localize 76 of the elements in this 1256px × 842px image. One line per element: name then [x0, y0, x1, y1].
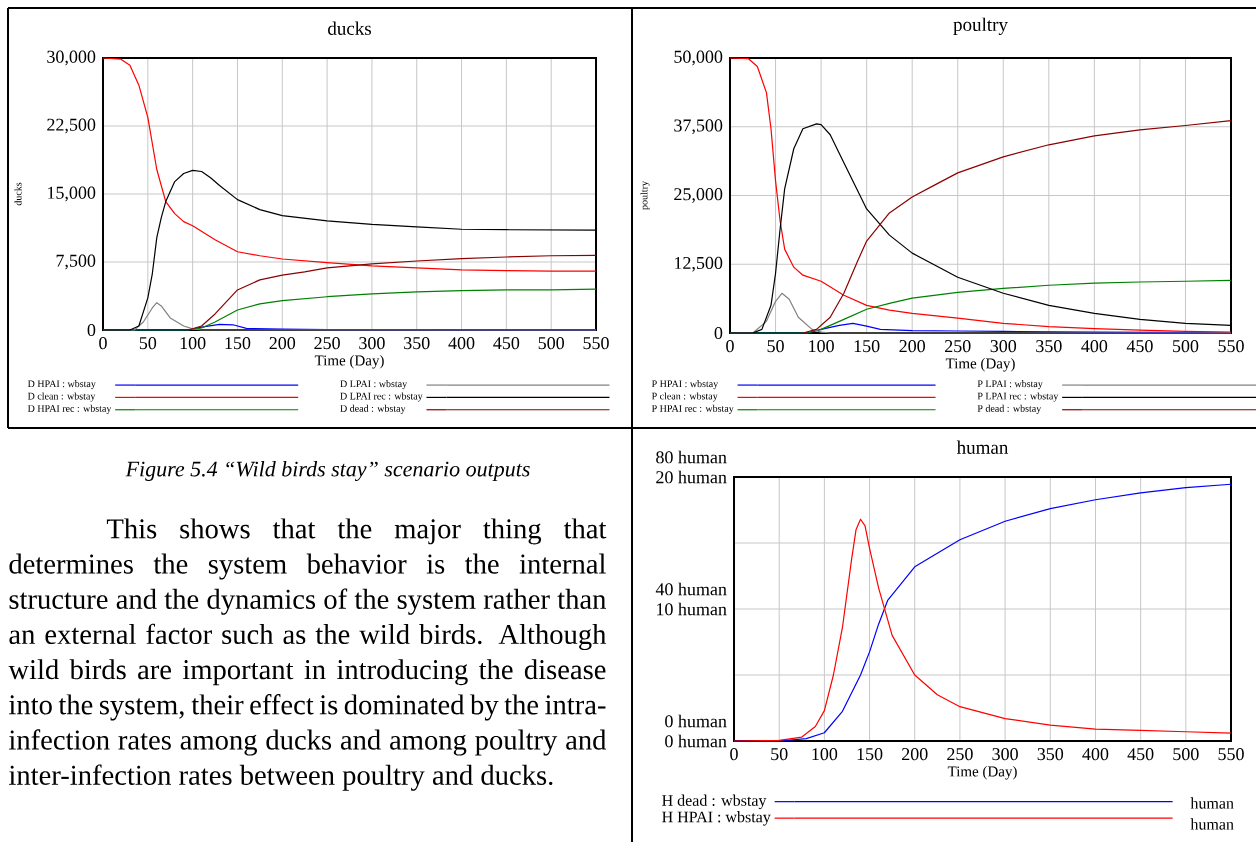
y2-tick-label: 20 human	[656, 470, 727, 484]
text: human	[1190, 797, 1234, 809]
x-tick-label: 150	[857, 748, 883, 761]
chart-title: human	[956, 440, 1009, 454]
y-tick-label: 7,500	[56, 254, 96, 270]
x-tick-label: 500	[1173, 748, 1199, 761]
x-axis-title: Time (Day)	[947, 765, 1017, 780]
legend-label: D HPAI rec : wbstay	[27, 404, 112, 414]
y-tick-label: 40 human	[655, 582, 727, 596]
x-tick-label: 500	[538, 337, 564, 350]
x-axis-title: Time (Day)	[945, 357, 1015, 372]
x-tick-label: 550	[583, 337, 609, 350]
x-tick-label: 350	[1036, 340, 1062, 353]
x-tick-label: 250	[314, 337, 340, 350]
x-tick-label: 500	[1172, 340, 1199, 353]
y-tick-label: 30,000	[47, 50, 96, 66]
x-tick-label: 150	[225, 337, 251, 350]
y-tick-label: 80 human	[656, 450, 727, 464]
x-tick-label: 150	[854, 340, 880, 353]
x-tick-label: 300	[990, 340, 1017, 353]
legend-label: P dead : wbstay	[977, 404, 1042, 414]
x-tick-label: 100	[812, 748, 838, 761]
x-tick-label: 350	[1037, 748, 1064, 761]
y-tick-label: 0	[87, 323, 96, 337]
x-tick-label: 300	[992, 748, 1018, 761]
x-tick-label: 400	[1081, 340, 1108, 353]
x-tick-label: 50	[771, 748, 788, 761]
y-tick-label: 37,500	[674, 119, 723, 135]
legend-label: D LPAI : wbstay	[340, 380, 408, 390]
x-tick-label: 50	[767, 340, 784, 353]
legend-label: D dead : wbstay	[340, 404, 406, 414]
y-tick-label: 0 human	[665, 714, 727, 728]
chart-title: ducks	[328, 21, 371, 35]
x-tick-label: 100	[180, 337, 206, 350]
legend-label: D clean : wbstay	[27, 392, 96, 402]
legend-label: P LPAI : wbstay	[977, 380, 1043, 390]
x-tick-label: 350	[404, 337, 430, 350]
y-tick-label: 12,500	[675, 256, 723, 272]
x-tick-label: 450	[1126, 340, 1153, 353]
x-tick-label: 450	[1127, 748, 1154, 761]
x-tick-label: 550	[1218, 340, 1244, 353]
x-tick-label: 550	[1218, 748, 1244, 761]
x-axis-title: Time (Day)	[314, 354, 384, 369]
legend-label: P HPAI : wbstay	[651, 380, 719, 390]
legend-label: H dead : wbstay	[662, 794, 767, 810]
legend-label: P LPAI rec : wbstay	[977, 392, 1059, 402]
y-tick-label: 15,000	[48, 186, 96, 202]
x-tick-label: 200	[269, 337, 296, 350]
chart-title: poultry	[953, 17, 1008, 35]
x-tick-label: 100	[809, 340, 834, 353]
x-tick-label: 0	[99, 337, 107, 350]
y-axis-title: ducks	[14, 182, 22, 206]
y-axis-title: poultry	[640, 181, 650, 210]
x-tick-label: 400	[448, 337, 475, 350]
y2-tick-label: 10 human	[657, 602, 727, 616]
caption: Figure 5.4 “Wild birds stay” scenario outputs	[125, 461, 530, 481]
x-tick-label: 400	[1082, 748, 1109, 761]
legend-label: P clean : wbstay	[651, 392, 718, 402]
x-tick-label: 250	[947, 748, 973, 761]
y-tick-label: 22,500	[47, 118, 96, 134]
text: human	[1190, 818, 1234, 830]
y-tick-label: 50,000	[674, 50, 723, 66]
text: This shows that the major thing that determines the system behavior is the internal structure and the dynamics of the system rather than an external factor such as the wild birds. Although wild birds are important in introducing the disease into the system, their effect is dominated by the intra-infection rates among ducks and among poultry and inter-infection rates between poultry and ducks.	[8, 518, 607, 791]
x-tick-label: 250	[945, 340, 971, 353]
legend-label: D LPAI rec : wbstay	[340, 392, 423, 402]
legend-label: P HPAI rec : wbstay	[651, 404, 734, 414]
x-tick-label: 450	[493, 337, 520, 350]
x-tick-label: 50	[139, 337, 157, 350]
y-tick-label: 0	[714, 326, 723, 340]
x-tick-label: 200	[902, 748, 928, 761]
legend-label: H HPAI : wbstay	[662, 811, 771, 826]
x-tick-label: 300	[359, 337, 385, 350]
x-tick-label: 200	[899, 340, 925, 353]
legend-label: D HPAI : wbstay	[27, 380, 96, 390]
x-tick-label: 0	[730, 748, 738, 761]
y-tick-label: 25,000	[674, 188, 723, 203]
